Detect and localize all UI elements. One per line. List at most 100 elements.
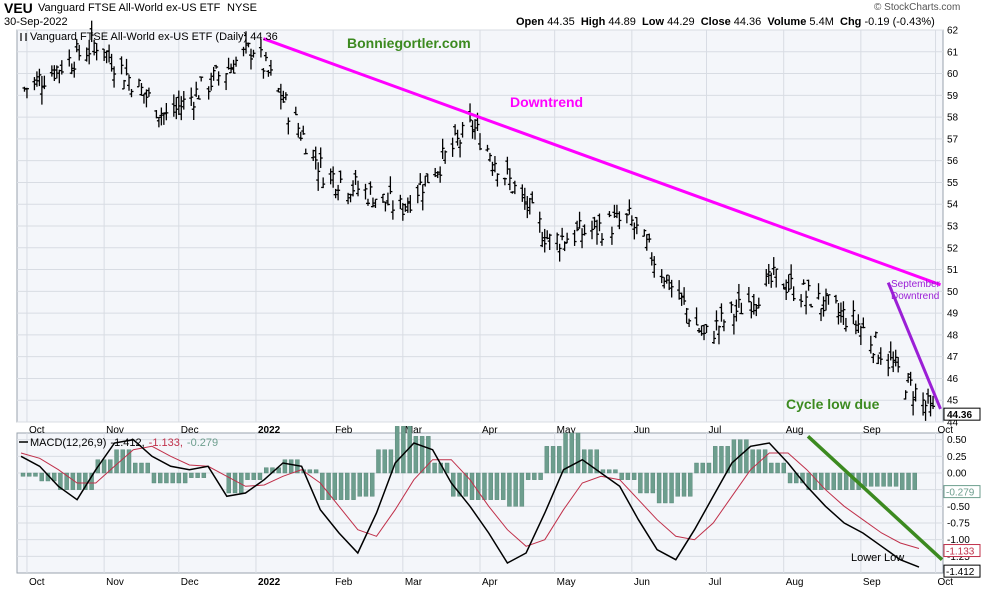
macd-histogram-bar bbox=[600, 469, 606, 474]
macd-histogram-bar bbox=[126, 449, 132, 474]
macd-histogram-bar bbox=[419, 436, 425, 474]
macd-x-tick-label: Dec bbox=[181, 577, 199, 588]
price-x-tick-label: Jul bbox=[709, 425, 722, 436]
macd-histogram-bar bbox=[394, 426, 400, 474]
macd-histogram-bar bbox=[762, 449, 768, 474]
macd-histogram-bar bbox=[669, 472, 674, 504]
macd-value-tag-box bbox=[943, 485, 981, 499]
macd-histogram-bar bbox=[843, 472, 849, 490]
macd-histogram-bar bbox=[594, 449, 599, 474]
macd-histogram-bar bbox=[164, 472, 169, 484]
macd-histogram-bar bbox=[482, 472, 487, 500]
price-x-tick-label: Mar bbox=[405, 425, 423, 436]
macd-histogram-bar bbox=[320, 472, 325, 500]
macd-histogram-bar bbox=[426, 436, 431, 474]
macd-histogram-bar bbox=[550, 446, 556, 474]
macd-histogram-bar bbox=[875, 472, 880, 487]
ohlc-summary: Open 44.35 High 44.89 Low 44.29 Close 44… bbox=[516, 16, 935, 28]
price-x-tick-label: Oct bbox=[29, 425, 45, 436]
stockcharts-brand: © StockCharts.com bbox=[874, 2, 961, 13]
macd-histogram-bar bbox=[170, 472, 175, 484]
exchange-label: NYSE bbox=[227, 2, 257, 14]
macd-histogram-bar bbox=[457, 472, 462, 497]
price-x-tick-label: Nov bbox=[106, 425, 124, 436]
annotation-cycle-low: Cycle low due bbox=[786, 396, 880, 412]
annotation-lower-low: Lower Low bbox=[851, 552, 904, 564]
macd-x-tick-label: Sep bbox=[863, 577, 881, 588]
macd-histogram-bar bbox=[120, 449, 125, 474]
macd-histogram-bar bbox=[145, 462, 150, 474]
macd-histogram-bar bbox=[819, 472, 824, 490]
open-value: 44.35 bbox=[547, 16, 575, 28]
macd-histogram-bar bbox=[775, 462, 780, 474]
macd-histogram-bar bbox=[195, 472, 200, 478]
macd-histogram-bar bbox=[532, 472, 537, 480]
macd-histogram-bar bbox=[644, 472, 649, 494]
annotation-september: September bbox=[891, 279, 941, 290]
macd-histogram-bar bbox=[363, 472, 369, 497]
price-y-tick-label: 50 bbox=[947, 287, 959, 298]
macd-histogram-bar bbox=[469, 472, 475, 500]
macd-histogram-bar bbox=[719, 446, 724, 474]
macd-x-tick-label: 2022 bbox=[258, 577, 281, 588]
macd-histogram-bar bbox=[476, 472, 481, 500]
macd-value-tag: -0.279 bbox=[946, 488, 975, 499]
annotation-downtrend: Downtrend bbox=[510, 94, 583, 110]
annotation-bonniegortler: Bonniegortler.com bbox=[347, 35, 471, 51]
macd-x-tick-label: Oct bbox=[29, 577, 45, 588]
macd-histogram-bar bbox=[444, 462, 450, 474]
volume-value: 5.4M bbox=[809, 16, 834, 28]
macd-histogram-bar bbox=[432, 462, 437, 474]
macd-histogram-bar bbox=[663, 472, 668, 504]
macd-histogram-bar bbox=[825, 472, 830, 490]
september-downtrend-line bbox=[886, 282, 942, 410]
macd-histogram-bar bbox=[382, 449, 387, 474]
macd-histogram-bar bbox=[226, 472, 231, 494]
macd-histogram-bar bbox=[681, 472, 687, 497]
macd-histogram-bar bbox=[650, 472, 656, 494]
macd-histogram-bar bbox=[862, 472, 868, 487]
macd-histogram-bar bbox=[89, 472, 94, 490]
macd-histogram-bar bbox=[345, 472, 350, 500]
macd-histogram-bar bbox=[631, 472, 637, 480]
macd-histogram-bar bbox=[507, 472, 512, 507]
price-y-tick-label: 53 bbox=[947, 222, 959, 233]
price-y-tick-label: 51 bbox=[947, 265, 959, 276]
macd-histogram-bar bbox=[39, 472, 44, 482]
macd-histogram-bar bbox=[370, 472, 375, 497]
macd-histogram-bar bbox=[133, 462, 138, 474]
annotation-september-downtrend: Downtrend bbox=[891, 291, 939, 302]
price-y-tick-label: 52 bbox=[947, 243, 959, 254]
macd-value-tag-box bbox=[943, 564, 981, 578]
downtrend-line bbox=[262, 37, 942, 287]
price-y-tick-label: 47 bbox=[947, 352, 959, 363]
macd-histogram-bar bbox=[868, 472, 874, 487]
macd-histogram-bar bbox=[332, 472, 338, 500]
macd-histogram-bar bbox=[538, 472, 543, 480]
macd-histogram-bar bbox=[694, 462, 699, 474]
price-y-tick-label: 48 bbox=[947, 330, 959, 341]
macd-x-tick-label: Nov bbox=[106, 577, 124, 588]
macd-legend-hist: -0.279 bbox=[187, 437, 218, 449]
price-y-tick-label: 58 bbox=[947, 113, 959, 124]
macd-y-tick-label: -1.25 bbox=[947, 552, 970, 563]
price-x-tick-label: Aug bbox=[786, 425, 804, 436]
macd-histogram-bar bbox=[500, 472, 506, 500]
price-x-tick-label: 2022 bbox=[258, 425, 281, 436]
macd-y-tick-label: -0.50 bbox=[947, 502, 970, 513]
macd-legend-macd: -1.412, bbox=[110, 437, 144, 449]
macd-histogram-bar bbox=[64, 472, 69, 490]
macd-value-tag: -1.412 bbox=[946, 567, 975, 578]
macd-histogram-bar bbox=[488, 472, 493, 500]
macd-histogram-bar bbox=[769, 462, 774, 474]
macd-x-tick-label: Jul bbox=[709, 577, 722, 588]
macd-trend-line bbox=[806, 435, 944, 561]
macd-legend-signal: -1.133, bbox=[149, 437, 183, 449]
macd-x-tick-label: May bbox=[557, 577, 576, 588]
macd-histogram-bar bbox=[588, 449, 593, 474]
macd-histogram-bar bbox=[881, 472, 886, 487]
price-legend: Vanguard FTSE All-World ex-US ETF (Daily… bbox=[30, 31, 278, 43]
price-y-tick-label: 46 bbox=[947, 374, 959, 385]
macd-histogram-bar bbox=[33, 472, 38, 477]
macd-histogram-bar bbox=[613, 469, 618, 474]
